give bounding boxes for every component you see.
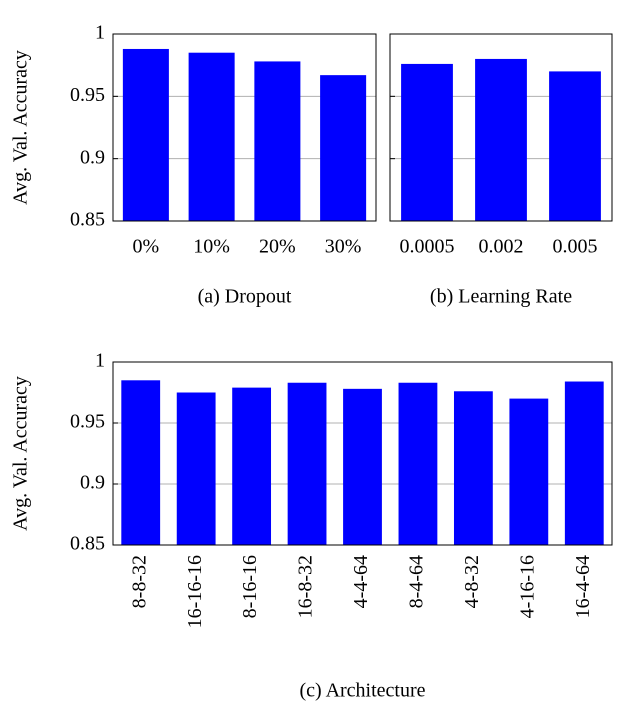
bar [122, 48, 169, 222]
axes-frame [389, 33, 613, 222]
y-axis-label: Avg. Val. Accuracy [10, 50, 32, 205]
y-tick-label: 1 [95, 350, 105, 372]
chart-caption: (b) Learning Rate [430, 286, 572, 308]
x-tick-label: 4-16-16 [516, 555, 538, 618]
y-tick-label: 0.85 [70, 533, 105, 555]
x-tick-label: 4-4-64 [350, 555, 372, 608]
x-tick-label: 16-16-16 [184, 555, 206, 628]
bar [549, 71, 601, 222]
bar [176, 392, 216, 545]
bar [121, 380, 161, 545]
x-tick-label: 10% [193, 236, 230, 258]
y-tick-label: 0.95 [70, 411, 105, 433]
axes-frame [112, 361, 613, 546]
bar [509, 398, 549, 545]
y-tick-label: 0.95 [70, 84, 105, 106]
x-tick-label: 4-8-32 [461, 555, 483, 608]
bar [564, 381, 604, 545]
x-tick-label: 16-4-64 [572, 555, 594, 618]
bar [453, 391, 493, 545]
bar [287, 382, 327, 545]
x-tick-label: 0.005 [553, 236, 598, 258]
x-tick-label: 8-8-32 [128, 555, 150, 608]
chart-caption: (a) Dropout [198, 286, 292, 308]
axes-frame [112, 33, 377, 222]
x-tick-label: 0% [133, 236, 160, 258]
x-tick-label: 20% [259, 236, 296, 258]
x-tick-label: 30% [325, 236, 362, 258]
y-tick-label: 0.9 [80, 146, 105, 168]
bar [475, 58, 527, 221]
bar [232, 387, 272, 545]
x-tick-label: 8-16-16 [239, 555, 261, 618]
x-tick-label: 0.0005 [400, 236, 455, 258]
y-axis-label: Avg. Val. Accuracy [10, 376, 32, 531]
y-tick-label: 0.9 [80, 472, 105, 494]
bar [343, 388, 382, 545]
x-tick-label: 0.002 [479, 236, 524, 258]
bar [401, 63, 453, 221]
x-tick-label: 16-8-32 [295, 555, 317, 618]
bar [254, 61, 301, 221]
y-tick-label: 1 [95, 22, 105, 44]
y-tick-label: 0.85 [70, 209, 105, 231]
chart-caption: (c) Architecture [299, 680, 425, 702]
x-tick-label: 8-4-64 [406, 555, 428, 608]
bar [188, 52, 235, 222]
bar [398, 382, 438, 545]
bar [320, 75, 367, 221]
